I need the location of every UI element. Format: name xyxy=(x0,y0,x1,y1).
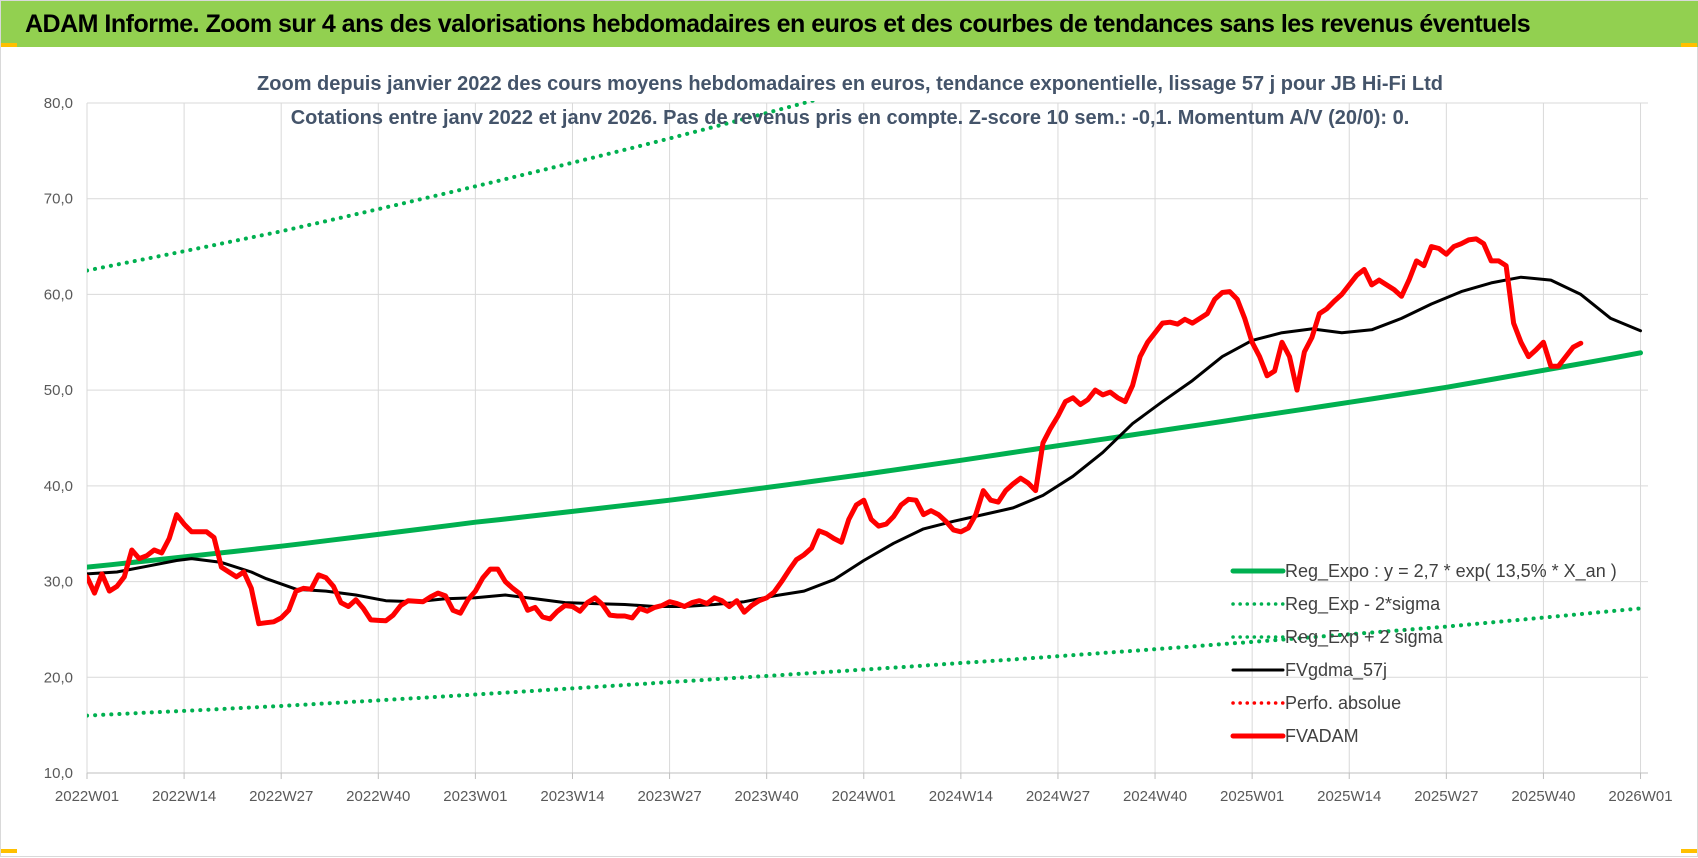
corner-mark xyxy=(1,43,17,47)
legend-label: FVADAM xyxy=(1285,726,1359,746)
x-tick-label: 2022W40 xyxy=(346,788,410,805)
corner-mark xyxy=(1681,849,1697,853)
y-tick-label: 50,0 xyxy=(44,382,73,399)
series-line-fvadam xyxy=(87,236,1584,627)
x-tick-label: 2022W01 xyxy=(55,788,119,805)
legend-label: FVgdma_57j xyxy=(1285,660,1387,681)
x-tick-label: 2023W27 xyxy=(637,788,701,805)
y-tick-label: 30,0 xyxy=(44,574,73,591)
y-tick-label: 40,0 xyxy=(44,478,73,495)
legend-label: Reg_Exp - 2*sigma xyxy=(1285,594,1441,615)
corner-mark xyxy=(1,849,17,853)
axes: 10,0 20,0 30,0 40,0 50,0 60,0 70,0 80,0 2022W01 2… xyxy=(44,95,1673,805)
x-tick-label: 2023W01 xyxy=(443,788,507,805)
y-tick-label: 10,0 xyxy=(44,765,73,782)
series-line-reg-exp-2-sigma xyxy=(87,606,1643,718)
x-tick-label: 2024W01 xyxy=(832,788,896,805)
legend-label: Perfo. absolue xyxy=(1285,693,1401,713)
x-tick-label: 2025W14 xyxy=(1317,788,1381,805)
corner-mark xyxy=(1681,43,1697,47)
x-tick-label: 2023W14 xyxy=(540,788,604,805)
chart-subtitle-line-2: Cotations entre janv 2022 et janv 2026. … xyxy=(291,107,1410,129)
grid xyxy=(86,102,1648,774)
legend-label: Reg_Expo : y = 2,7 * exp( 13,5% * X_an ) xyxy=(1285,561,1617,582)
legend: Reg_Expo : y = 2,7 * exp( 13,5% * X_an )… xyxy=(1230,561,1617,746)
series-group xyxy=(87,101,1643,718)
x-tick-label: 2026W01 xyxy=(1608,788,1672,805)
x-tick-label: 2022W27 xyxy=(249,788,313,805)
y-tick-label: 20,0 xyxy=(44,669,73,686)
x-tick-label: 2024W14 xyxy=(929,788,993,805)
chart-subtitle-line-1: Zoom depuis janvier 2022 des cours moyen… xyxy=(257,73,1443,95)
x-tick-label: 2025W40 xyxy=(1511,788,1575,805)
y-tick-label: 70,0 xyxy=(44,191,73,208)
x-tick-label: 2022W14 xyxy=(152,788,216,805)
x-tick-label: 2025W27 xyxy=(1414,788,1478,805)
title-banner: ADAM Informe. Zoom sur 4 ans des valoris… xyxy=(1,1,1698,47)
x-tick-label: 2025W01 xyxy=(1220,788,1284,805)
x-tick-label: 2024W40 xyxy=(1123,788,1187,805)
page-title: ADAM Informe. Zoom sur 4 ans des valoris… xyxy=(25,9,1531,38)
x-tick-label: 2024W27 xyxy=(1026,788,1090,805)
y-tick-label: 80,0 xyxy=(44,95,73,112)
legend-label: Reg_Exp + 2 sigma xyxy=(1285,627,1444,648)
y-tick-label: 60,0 xyxy=(44,286,73,303)
x-tick-label: 2023W40 xyxy=(735,788,799,805)
series-line-reg-expo xyxy=(87,350,1643,570)
series-line-fvgdma-57j xyxy=(87,275,1642,608)
